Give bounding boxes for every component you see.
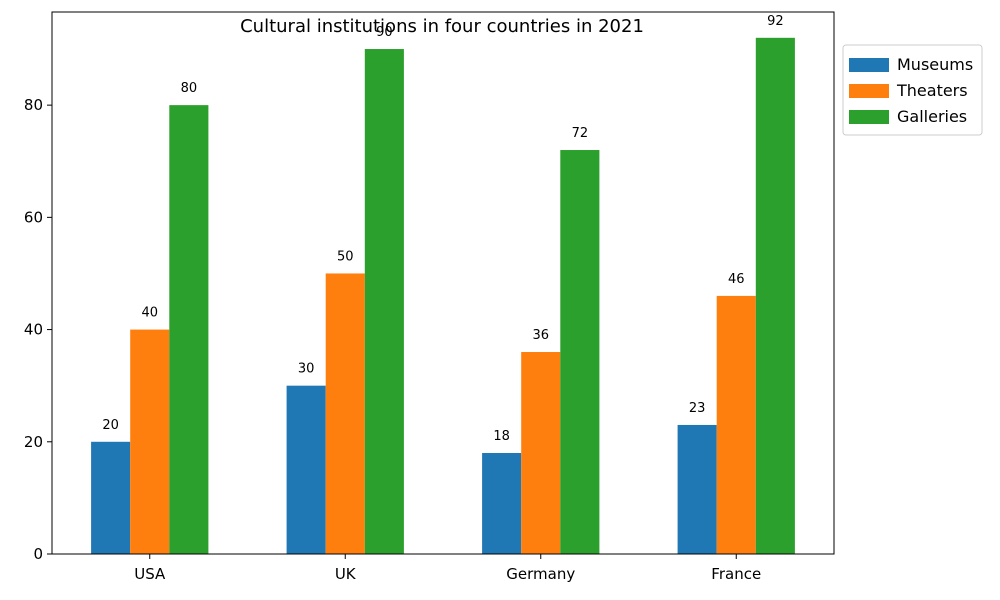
- bar-label-galleries-usa: 80: [181, 81, 198, 96]
- x-axis: USA UK Germany France: [134, 554, 761, 583]
- bar-label-galleries-germany: 72: [572, 126, 589, 141]
- x-tick-label-france: France: [711, 565, 761, 583]
- legend: Museums Theaters Galleries: [842, 44, 983, 136]
- bar-museums-usa: [91, 441, 131, 554]
- bar-label-theaters-france: 46: [728, 272, 745, 287]
- bar-galleries-uk: [364, 49, 404, 554]
- y-tick-label-20: 20: [24, 433, 43, 451]
- bar-label-museums-uk: 30: [298, 362, 315, 377]
- bar-label-museums-france: 23: [689, 401, 706, 416]
- legend-label-theaters: Theaters: [896, 81, 968, 100]
- bar-theaters-usa: [130, 329, 170, 554]
- bar-label-theaters-uk: 50: [337, 249, 354, 264]
- x-tick-label-uk: UK: [335, 565, 357, 583]
- legend-swatch-theaters: [849, 84, 889, 98]
- bar-museums-uk: [286, 385, 326, 554]
- y-tick-label-80: 80: [24, 96, 43, 114]
- legend-label-museums: Museums: [897, 55, 973, 74]
- bar-museums-france: [677, 424, 717, 554]
- y-axis: 0 20 40 60 80: [24, 96, 52, 563]
- legend-swatch-galleries: [849, 110, 889, 124]
- bar-galleries-germany: [560, 150, 600, 554]
- bar-theaters-france: [716, 295, 756, 554]
- y-tick-label-0: 0: [33, 545, 43, 563]
- y-tick-label-40: 40: [24, 321, 43, 339]
- bar-label-galleries-france: 92: [767, 14, 784, 29]
- x-tick-label-germany: Germany: [506, 565, 575, 583]
- bar-labels-layer: 20 30 18 23 40 50 36 46 80 90 72 92: [102, 14, 783, 444]
- bar-museums-germany: [482, 453, 522, 554]
- x-tick-label-usa: USA: [134, 565, 166, 583]
- bars-layer: [91, 37, 795, 555]
- plot-frame: [51, 11, 835, 555]
- bar-label-museums-germany: 18: [493, 429, 510, 444]
- bar-theaters-uk: [325, 273, 365, 554]
- bar-galleries-usa: [169, 105, 209, 554]
- bar-theaters-germany: [521, 352, 561, 554]
- bar-galleries-france: [755, 37, 795, 555]
- bar-label-theaters-usa: 40: [141, 306, 158, 321]
- bar-label-theaters-germany: 36: [532, 328, 549, 343]
- legend-swatch-museums: [849, 58, 889, 72]
- chart-title: Cultural institutions in four countries …: [240, 16, 644, 37]
- bar-label-galleries-uk: 90: [376, 25, 393, 40]
- y-tick-label-60: 60: [24, 208, 43, 226]
- legend-label-galleries: Galleries: [897, 107, 967, 126]
- bar-label-museums-usa: 20: [102, 418, 119, 433]
